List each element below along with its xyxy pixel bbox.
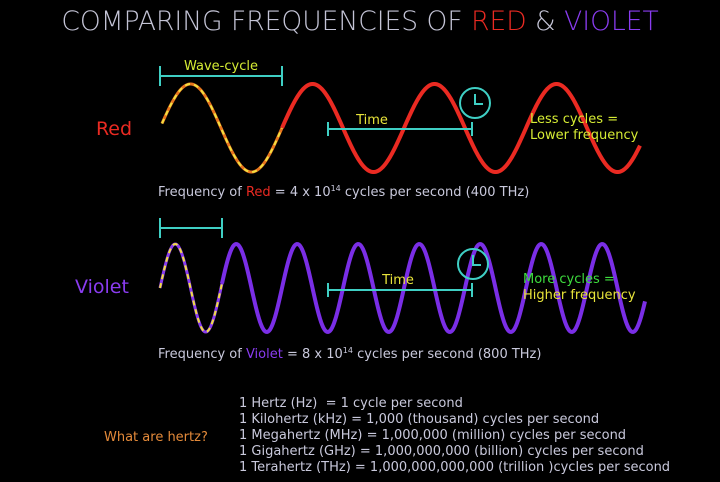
hertz-line: 1 Gigahertz (GHz) = 1,000,000,000 (billi… [239,444,644,459]
text: Frequency of [158,185,246,200]
hertz-line: 1 Terahertz (THz) = 1,000,000,000,000 (t… [239,460,670,475]
exponent: 14 [331,184,341,193]
time-label: Time [381,273,414,288]
red-cycle-dash [161,83,283,173]
title-amp: & [527,6,565,37]
red-cycle [160,82,284,174]
violet-cycle [158,242,224,334]
clock-icon [457,248,489,280]
color-name: Violet [246,347,283,362]
note-line: Lower frequency [530,128,639,143]
waves [158,82,647,335]
red-wave [280,82,642,174]
title-text: COMPARING FREQUENCIES OF [61,6,471,37]
clock-icon [459,87,491,119]
frequency-text: Frequency of Violet = 8 x 1014 cycles pe… [158,346,541,362]
frequency-text: Frequency of Red = 4 x 1014 cycles per s… [158,184,529,200]
note-line: More cycles = [523,272,615,287]
violet-cycle-dash [159,242,223,334]
exponent: 14 [343,346,353,355]
violet-wave [220,241,647,335]
note-line: Less cycles = [530,112,618,127]
hertz-line: 1 Hertz (Hz) = 1 cycle per second [239,396,463,411]
violet-label: Violet [75,276,129,298]
text: = 8 x 10 [283,347,343,362]
title: COMPARING FREQUENCIES OF RED & VIOLET [61,6,658,37]
red-label: Red [96,118,132,140]
note-line: Higher frequency [523,288,636,303]
cycle-label: Wave-cycle [184,59,258,74]
text: cycles per second (800 THz) [353,347,542,362]
text: = 4 x 10 [271,185,331,200]
title-red: RED [471,6,527,37]
time-label: Time [355,113,388,128]
title-violet: VIOLET [564,6,659,37]
hertz-question: What are hertz? [104,430,208,445]
color-name: Red [246,185,271,200]
hertz-line: 1 Kilohertz (kHz) = 1,000 (thousand) cyc… [239,412,599,427]
text: Frequency of [158,347,246,362]
text: cycles per second (400 THz) [341,185,530,200]
hertz-line: 1 Megahertz (MHz) = 1,000,000 (million) … [239,428,626,443]
